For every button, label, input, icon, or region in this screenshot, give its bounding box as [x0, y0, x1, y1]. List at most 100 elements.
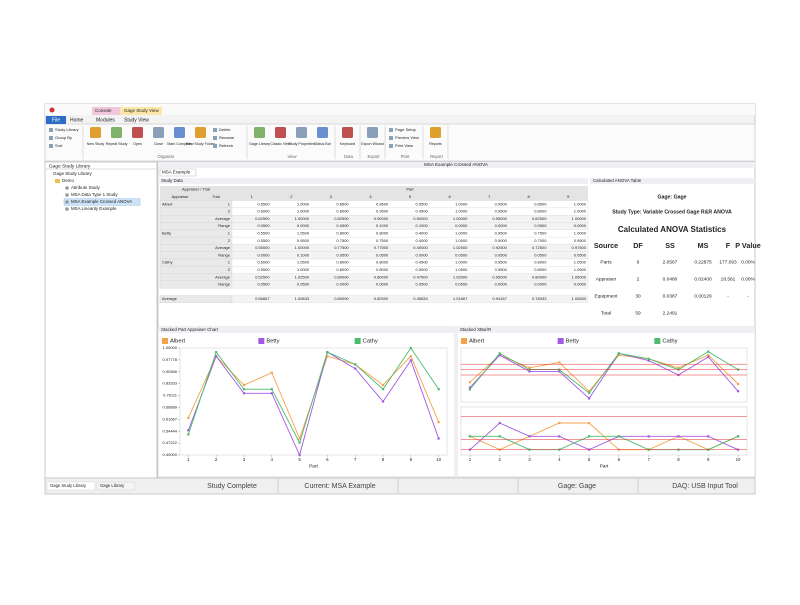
data-point — [215, 351, 218, 354]
table-cell: 0.82500 — [374, 296, 389, 301]
ribbon-small-button[interactable]: Sort — [55, 143, 63, 148]
tree-folder[interactable]: Demo — [62, 178, 75, 183]
tree-item[interactable]: MSA Data Type 1 Study — [71, 192, 118, 197]
ribbon-button[interactable]: Gage Library — [249, 142, 270, 146]
tree-root[interactable]: Gage Study Library — [53, 171, 93, 176]
table-cell: 0.9500 — [376, 209, 389, 214]
table-cell: 0.9500 — [495, 260, 508, 265]
ribbon-small-button[interactable]: Rename — [219, 135, 235, 140]
tree-item[interactable]: MSA Linearity Example — [71, 206, 117, 211]
data-point — [498, 421, 501, 425]
x-tick-label: 1 — [469, 457, 472, 462]
table-cell: 0.9500 — [574, 238, 587, 243]
ribbon-button[interactable]: Export Wizard — [361, 142, 384, 146]
ribbon-small-button[interactable]: Page Setup — [395, 127, 417, 132]
document-tab[interactable]: MSA Example — [162, 170, 191, 175]
panel-tab[interactable]: Gage Library — [100, 483, 125, 488]
table-cell: 1.0000 — [455, 231, 468, 236]
data-point — [215, 355, 218, 358]
ribbon-button[interactable]: Keyboard — [340, 142, 355, 146]
legend-swatch — [461, 338, 467, 344]
data-point — [588, 435, 591, 438]
ribbon-small-button[interactable]: Study Library — [55, 127, 79, 132]
table-cell: 0.0500 — [574, 252, 587, 257]
data-point — [437, 420, 440, 424]
x-tick-label: 10 — [436, 457, 441, 462]
study-icon — [65, 200, 69, 204]
data-point — [468, 388, 472, 391]
table-cell: 0.0000 — [376, 282, 389, 287]
row-header-bg — [159, 266, 233, 274]
data-point — [677, 366, 680, 369]
ribbon-button[interactable]: Repeat Study — [106, 142, 128, 146]
table-cell: 1.02500 — [295, 274, 310, 279]
ribbon-small-button[interactable]: Group By — [55, 135, 72, 140]
trial-label: Range — [218, 252, 231, 257]
ribbon-button[interactable]: Open — [133, 142, 142, 146]
row-header-bg — [159, 280, 233, 289]
data-point — [187, 433, 190, 436]
tree-item[interactable]: MSA Example Crossed ANOVA — [71, 199, 132, 204]
data-point — [707, 350, 710, 353]
table-cell: 0.6000 — [257, 209, 270, 214]
ribbon-small-button[interactable]: Delete — [219, 127, 231, 132]
ribbon-tab[interactable]: File — [52, 117, 60, 123]
trial-label: Range — [218, 282, 231, 287]
chart-title: Stacked Part Appraiser Chart — [161, 327, 219, 332]
table-cell: 0.5000 — [416, 267, 429, 272]
ribbon-small-button[interactable]: Print View — [395, 143, 413, 148]
ribbon-button[interactable]: Status Bar — [314, 142, 332, 146]
column-header: 4 — [369, 194, 372, 199]
ribbon-button[interactable]: New Study Folder — [186, 142, 215, 146]
data-point — [381, 400, 385, 403]
column-header: 5 — [409, 194, 412, 199]
anova-column: F — [726, 241, 731, 250]
ribbon-button[interactable]: New Study — [87, 142, 105, 146]
doc-title-bar — [158, 162, 755, 168]
folder-icon — [55, 179, 60, 183]
tree-selection — [63, 198, 141, 206]
legend-label: Betty — [566, 339, 579, 345]
panel-title: Study Data — [161, 178, 183, 183]
table-cell: 0.8000 — [336, 209, 349, 214]
ribbon-tab[interactable]: Study View — [124, 117, 149, 123]
trial-label: 1 — [228, 231, 231, 236]
row-header-bg — [159, 207, 233, 216]
table-cell: 0.9500 — [297, 238, 310, 243]
anova-study-type: Study Type: Variable Crossed Gage R&R AN… — [612, 209, 732, 215]
tree-item[interactable]: Attribute Study — [71, 185, 101, 190]
ribbon-button[interactable]: Classic View — [270, 142, 291, 146]
table-cell: 1.0000 — [574, 209, 587, 214]
x-tick-label: 7 — [647, 457, 650, 462]
table-cell: 0.5500 — [257, 231, 270, 236]
y-tick-label: 0.68889 — [163, 405, 178, 410]
ribbon-small-button[interactable]: Preview View — [395, 135, 419, 140]
table-cell: 0.80000 — [532, 274, 547, 279]
ribbon-button[interactable]: Study Properties — [288, 142, 315, 146]
table-cell: 0.9000 — [495, 238, 508, 243]
ribbon-button[interactable]: Close — [154, 142, 163, 146]
data-point — [528, 368, 531, 371]
trial-label: 1 — [228, 201, 231, 206]
ribbon-tab[interactable]: Modules — [96, 117, 115, 123]
data-point — [588, 391, 591, 395]
ribbon-group-label: Export — [367, 154, 380, 159]
ribbon-button[interactable]: Mark Complete — [167, 142, 191, 146]
data-point — [242, 383, 246, 387]
ribbon-button[interactable]: Reports — [429, 142, 442, 146]
series-line — [187, 347, 440, 444]
table-cell: 1.00833 — [572, 296, 587, 301]
anova-column: SS — [665, 241, 675, 250]
table-cell: 0.4500 — [416, 260, 429, 265]
anova-heading: Calculated ANOVA Statistics — [618, 225, 727, 234]
ribbon-small-button[interactable]: Refresh — [219, 143, 233, 148]
data-point — [326, 351, 329, 354]
context-tab-label: Gage Study View — [124, 108, 159, 113]
table-cell: 0.5500 — [416, 201, 429, 206]
panel-tab[interactable]: Gage Study Library — [50, 483, 87, 488]
x-tick-label: 9 — [410, 457, 413, 462]
trial-label: 2 — [228, 267, 231, 272]
ribbon-tab[interactable]: Home — [70, 117, 84, 123]
y-tick-label: 0.47222 — [163, 440, 178, 445]
